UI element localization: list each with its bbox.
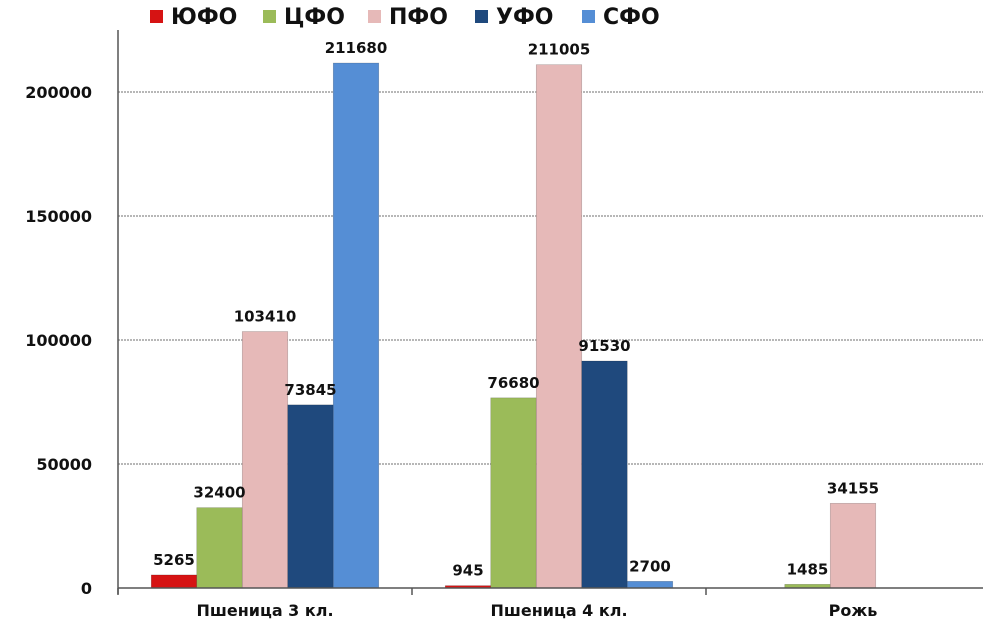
data-label: 103410	[234, 308, 297, 326]
bar	[490, 397, 537, 589]
legend-label: УФО	[496, 5, 553, 30]
bar	[535, 64, 583, 589]
y-tick-label: 100000	[25, 331, 92, 350]
bar	[196, 507, 243, 589]
bar	[581, 360, 628, 589]
data-labels: 5265 32400 103410 73845 211680 945 76680 211005…	[153, 39, 879, 580]
legend-swatch	[582, 10, 595, 23]
y-tick-label: 50000	[36, 455, 92, 474]
data-label: 91530	[578, 337, 630, 355]
bars	[150, 62, 877, 589]
legend-label: ЮФО	[171, 5, 237, 30]
data-label: 73845	[284, 381, 336, 399]
legend-swatch	[150, 10, 163, 23]
bar	[332, 62, 380, 589]
y-tick-label: 200000	[25, 83, 92, 102]
legend: ЮФО ЦФО ПФО УФО СФО	[150, 5, 660, 30]
legend-label: СФО	[603, 5, 660, 30]
bar	[287, 404, 334, 589]
legend-label: ПФО	[389, 5, 448, 30]
y-tick-label: 150000	[25, 207, 92, 226]
data-label: 211005	[528, 41, 591, 59]
category-label: Рожь	[829, 601, 878, 620]
data-label: 76680	[487, 374, 539, 392]
data-label: 2700	[629, 557, 671, 575]
legend-swatch	[475, 10, 488, 23]
bar	[241, 331, 289, 589]
axes: 0 50000 100000 150000 200000 Пшеница 3 кл. Пше…	[25, 30, 983, 620]
y-tick-label: 0	[81, 579, 92, 598]
data-label: 1485	[787, 560, 829, 578]
data-label: 945	[452, 562, 483, 580]
category-label: Пшеница 4 кл.	[490, 601, 627, 620]
bar	[829, 502, 877, 589]
legend-label: ЦФО	[284, 5, 345, 30]
category-label: Пшеница 3 кл.	[196, 601, 333, 620]
bar	[150, 574, 198, 589]
legend-swatch	[368, 10, 381, 23]
data-label: 5265	[153, 551, 195, 569]
bar	[626, 581, 674, 589]
data-label: 32400	[193, 484, 245, 502]
data-label: 211680	[325, 39, 388, 57]
legend-swatch	[263, 10, 276, 23]
data-label: 34155	[827, 479, 879, 497]
